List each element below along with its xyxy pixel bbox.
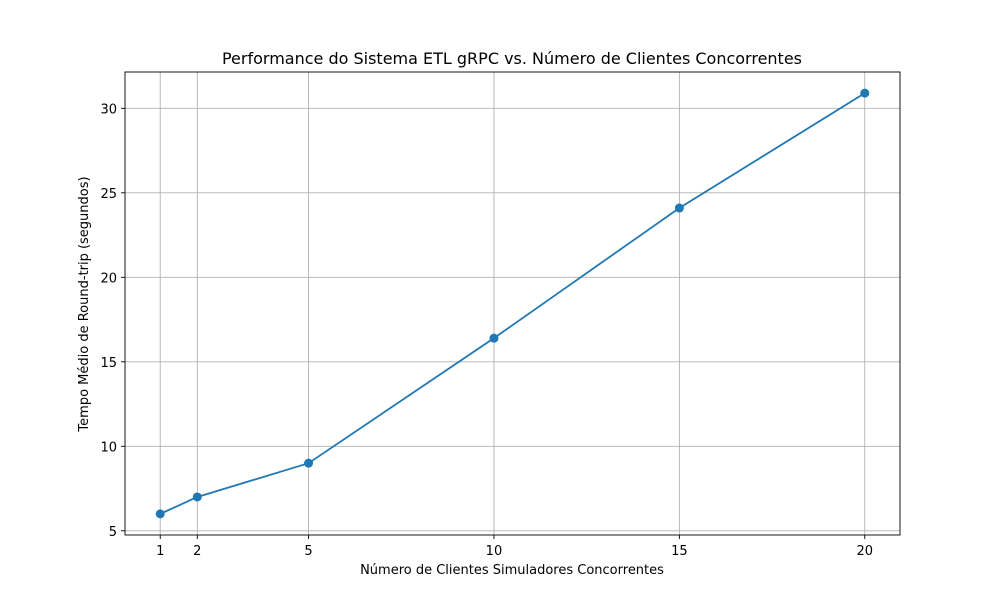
y-axis-label: Tempo Médio de Round-trip (segundos) — [77, 176, 92, 432]
data-point — [674, 203, 684, 213]
series-layer — [155, 88, 870, 519]
y-tick-label: 30 — [100, 102, 117, 117]
y-axis-ticks: 5 10 15 20 25 30 — [100, 102, 125, 540]
data-point — [304, 458, 314, 468]
grid — [125, 72, 900, 535]
data-point — [192, 492, 202, 502]
x-axis-ticks: 1 2 5 10 15 20 — [156, 535, 873, 559]
y-tick-label: 10 — [100, 440, 117, 455]
x-tick-label: 15 — [671, 544, 688, 559]
x-tick-label: 20 — [856, 544, 873, 559]
series-line — [159, 92, 866, 515]
x-tick-label: 2 — [193, 544, 201, 559]
x-axis-label: Número de Clientes Simuladores Concorren… — [360, 563, 664, 578]
data-point — [155, 509, 165, 519]
data-point — [489, 333, 499, 343]
plot-frame — [124, 71, 901, 536]
data-point — [860, 88, 870, 98]
chart-title: Performance do Sistema ETL gRPC vs. Núme… — [222, 49, 802, 68]
x-tick-label: 1 — [156, 544, 164, 559]
x-tick-label: 5 — [304, 544, 312, 559]
y-tick-label: 25 — [100, 187, 117, 202]
x-tick-label: 10 — [486, 544, 503, 559]
y-tick-label: 20 — [100, 271, 117, 286]
y-tick-label: 5 — [109, 525, 117, 540]
y-tick-label: 15 — [100, 356, 117, 371]
